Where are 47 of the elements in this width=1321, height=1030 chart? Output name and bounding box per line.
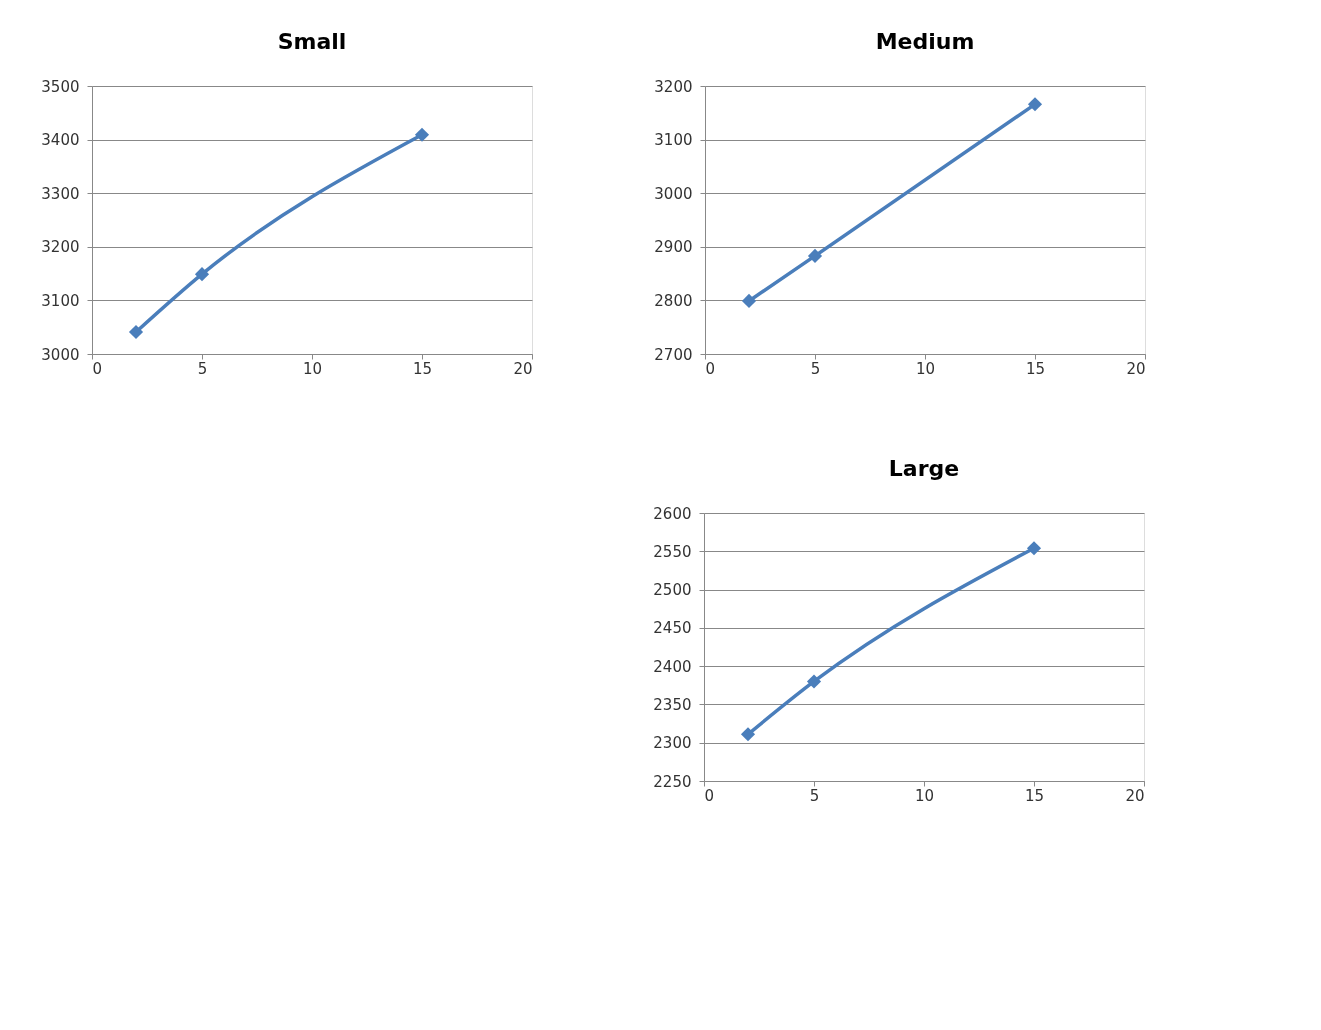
x-tick-label: 10 xyxy=(914,786,935,805)
point xyxy=(414,127,430,142)
x-tick-label: 5 xyxy=(810,359,821,378)
point xyxy=(1026,541,1042,556)
y-tick-label: 2550 xyxy=(653,542,692,561)
x-tick-label: 0 xyxy=(92,359,103,378)
y-tick-label: 2400 xyxy=(653,657,692,676)
x-tick-label: 0 xyxy=(704,786,715,805)
x-tick-label: 15 xyxy=(412,359,433,378)
y-tick-label: 2300 xyxy=(653,734,692,753)
x-tick-label: 0 xyxy=(705,359,716,378)
y-tick-label: 2800 xyxy=(654,291,693,310)
y-tick-label: 2700 xyxy=(654,345,693,364)
y-tick-label: 2350 xyxy=(653,695,692,714)
x-tick-label: 15 xyxy=(1024,786,1045,805)
y-tick-label: 3100 xyxy=(654,131,693,150)
y-tick-label: 2600 xyxy=(653,504,692,523)
y-tick-label: 2500 xyxy=(653,581,692,600)
x-tick-label: 10 xyxy=(302,359,323,378)
x-tick-label: 15 xyxy=(1025,359,1046,378)
x-tick-label: 20 xyxy=(1126,359,1146,378)
chart-title: Large xyxy=(888,456,960,481)
chart-title: Small xyxy=(277,29,347,54)
point xyxy=(741,293,757,309)
point xyxy=(807,248,823,263)
point xyxy=(806,674,822,689)
x-tick-label: 20 xyxy=(513,359,533,378)
x-tick-label: 20 xyxy=(1125,786,1145,805)
y-tick-label: 3000 xyxy=(41,345,80,364)
y-tick-label: 3300 xyxy=(41,184,80,203)
y-tick-label: 3500 xyxy=(41,77,80,96)
x-tick-label: 5 xyxy=(809,786,820,805)
point xyxy=(1027,97,1043,112)
y-tick-label: 3000 xyxy=(654,184,693,203)
y-tick-label: 2250 xyxy=(653,772,692,791)
y-tick-label: 3200 xyxy=(41,238,80,257)
point xyxy=(740,727,756,742)
x-tick-label: 10 xyxy=(915,359,936,378)
y-tick-label: 2900 xyxy=(654,238,693,257)
point xyxy=(194,267,210,282)
x-tick-label: 5 xyxy=(197,359,208,378)
y-tick-label: 3400 xyxy=(41,131,80,150)
point xyxy=(128,324,144,340)
y-tick-label: 3100 xyxy=(41,291,80,310)
chart-title: Medium xyxy=(875,29,975,54)
y-tick-label: 2450 xyxy=(653,619,692,638)
y-tick-label: 3200 xyxy=(654,77,693,96)
